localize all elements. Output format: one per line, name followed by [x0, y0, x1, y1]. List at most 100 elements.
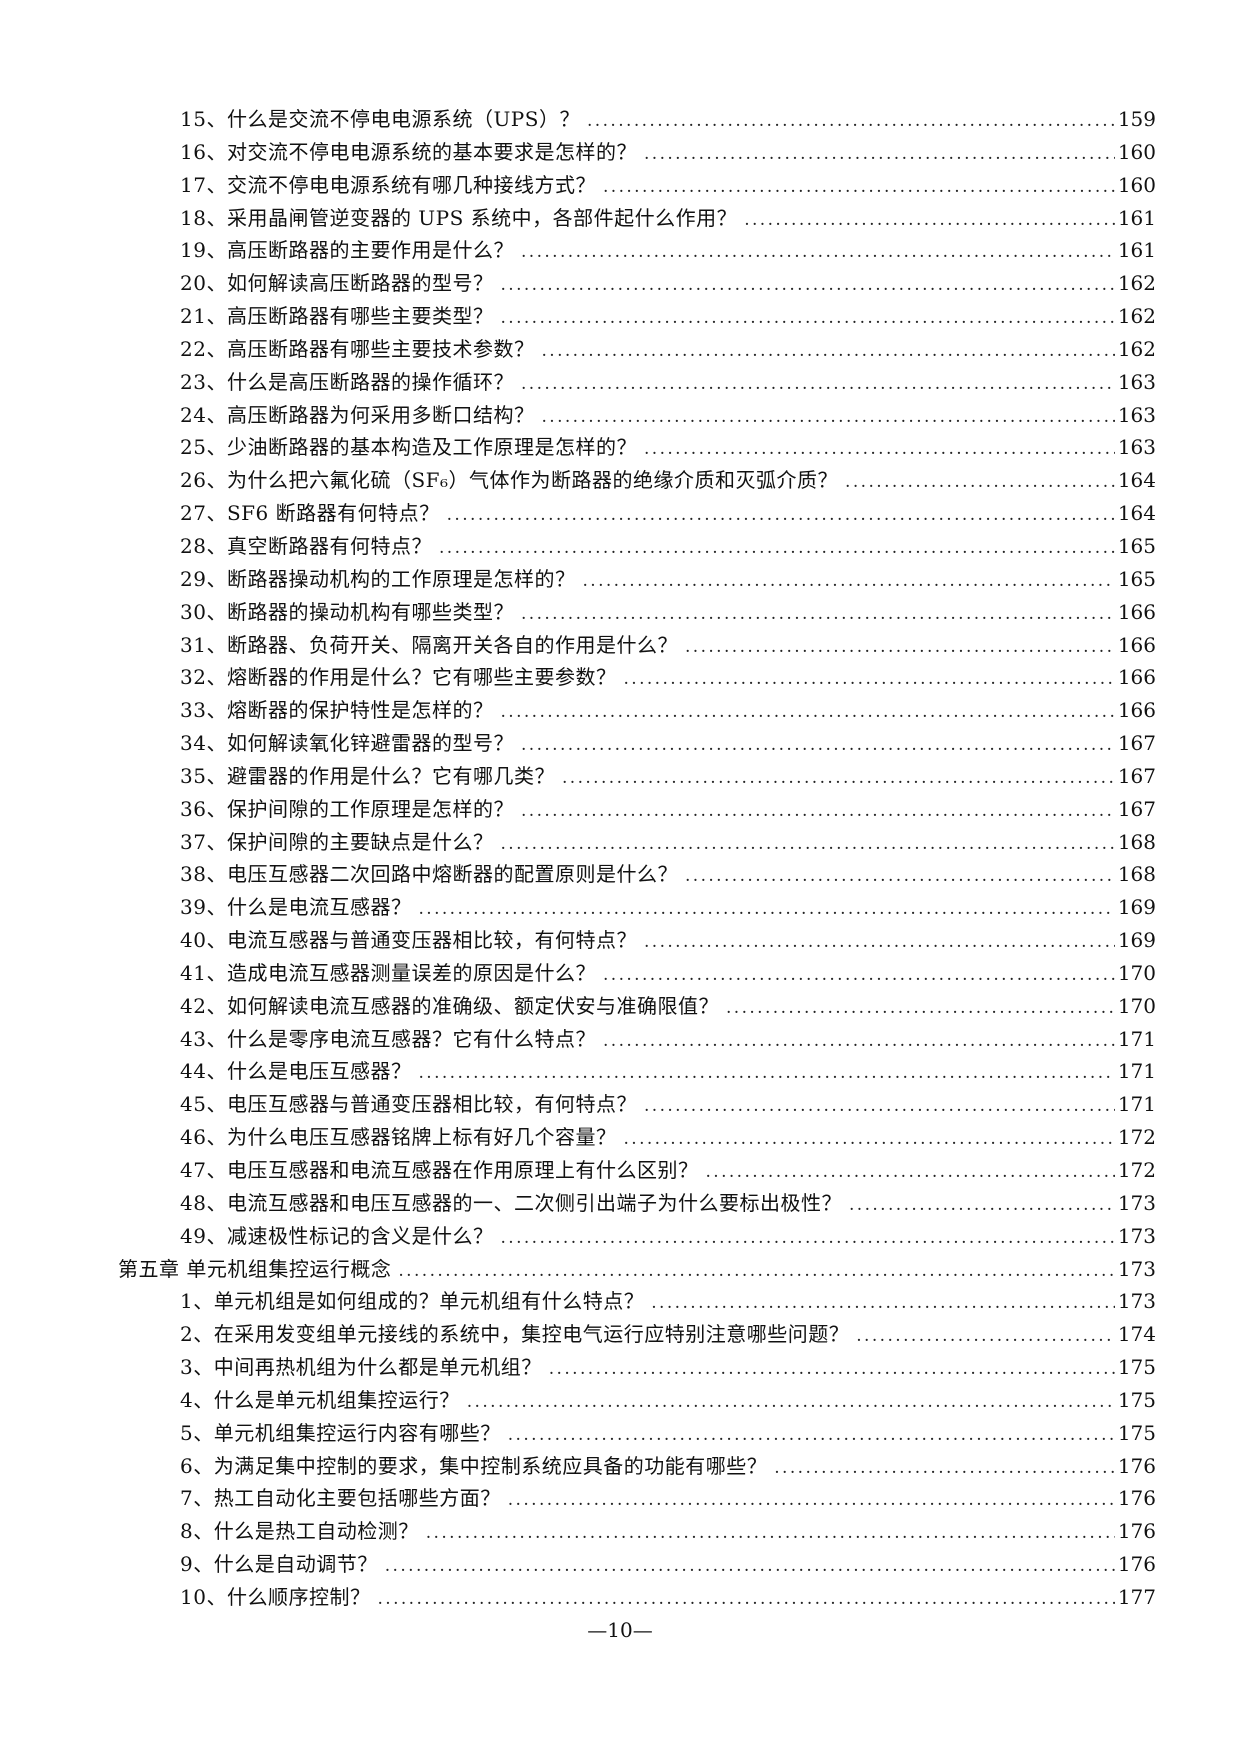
toc-item-row: 5、单元机组集控运行内容有哪些？ 175 — [118, 1417, 1156, 1450]
dot-leader — [616, 1125, 1114, 1149]
toc-entry-label: 第五章 单元机组集控运行概念 — [118, 1256, 392, 1281]
dot-leader — [596, 961, 1115, 985]
toc-entry-page: 173 — [1117, 1256, 1156, 1281]
toc-item-row: 38、电压互感器二次回路中熔断器的配置原则是什么？ 168 — [118, 858, 1156, 891]
toc-item-row: 39、什么是电流互感器？ 169 — [118, 891, 1156, 924]
toc-list: 15、什么是交流不停电电源系统（UPS）？ 159 16、对交流不停电电源系统的… — [118, 103, 1156, 1614]
dot-leader — [698, 1158, 1114, 1182]
toc-item-row: 34、如何解读氧化锌避雷器的型号？ 167 — [118, 727, 1156, 760]
dot-leader — [637, 1092, 1115, 1116]
toc-entry-page: 172 — [1117, 1158, 1156, 1182]
toc-item-row: 41、造成电流互感器测量误差的原因是什么？ 170 — [118, 957, 1156, 990]
toc-entry-label: 15、什么是交流不停电电源系统（UPS）？ — [180, 107, 580, 131]
dot-leader — [637, 928, 1115, 952]
dot-leader — [493, 830, 1114, 854]
dot-leader — [616, 665, 1114, 689]
toc-entry-page: 166 — [1117, 665, 1156, 690]
dot-leader — [460, 1388, 1115, 1412]
toc-entry-label: 24、高压断路器为何采用多断口结构？ — [180, 402, 535, 427]
toc-item-row: 20、如何解读高压断路器的型号？ 162 — [118, 267, 1156, 300]
toc-entry-label: 37、保护间隙的主要缺点是什么？ — [180, 829, 494, 854]
toc-entry-page: 167 — [1117, 763, 1156, 788]
toc-item-row: 9、什么是自动调节？ 176 — [118, 1548, 1156, 1581]
toc-entry-page: 170 — [1117, 993, 1156, 1018]
toc-entry-label: 23、什么是高压断路器的操作循环？ — [180, 369, 514, 394]
dot-leader — [842, 1191, 1115, 1215]
toc-entry-label: 16、对交流不停电电源系统的基本要求是怎样的？ — [180, 139, 637, 164]
toc-entry-label: 31、断路器、负荷开关、隔离开关各自的作用是什么？ — [180, 632, 678, 657]
toc-entry-label: 29、断路器操动机构的工作原理是怎样的？ — [180, 566, 576, 591]
toc-item-row: 47、电压互感器和电流互感器在作用原理上有什么区别？ 172 — [118, 1154, 1156, 1187]
toc-entry-page: 169 — [1117, 895, 1156, 920]
toc-entry-page: 176 — [1117, 1519, 1156, 1544]
toc-entry-page: 167 — [1117, 731, 1156, 756]
toc-entry-label: 45、电压互感器与普通变压器相比较，有何特点？ — [180, 1092, 637, 1117]
dot-leader — [644, 1289, 1115, 1313]
toc-entry-label: 26、为什么把六氟化硫（SF₆）气体作为断路器的绝缘介质和灭弧介质？ — [180, 468, 839, 493]
toc-entry-label: 33、熔断器的保护特性是怎样的？ — [180, 698, 494, 723]
toc-entry-page: 166 — [1117, 599, 1156, 624]
dot-leader — [370, 1585, 1114, 1609]
toc-entry-page: 173 — [1117, 1289, 1156, 1314]
toc-entry-page: 162 — [1117, 271, 1156, 296]
dot-leader — [378, 1552, 1115, 1576]
dot-leader — [534, 337, 1114, 361]
toc-chapter-row: 第五章 单元机组集控运行概念 173 — [118, 1253, 1156, 1286]
toc-item-row: 10、什么顺序控制？ 177 — [118, 1581, 1156, 1614]
toc-entry-page: 171 — [1117, 1092, 1156, 1117]
dot-leader — [596, 1027, 1115, 1051]
dot-leader — [849, 1322, 1115, 1346]
toc-entry-label: 34、如何解读氧化锌避雷器的型号？ — [180, 731, 514, 756]
dot-leader — [580, 107, 1115, 131]
toc-entry-label: 22、高压断路器有哪些主要技术参数？ — [180, 336, 535, 361]
toc-entry-page: 168 — [1117, 862, 1156, 887]
toc-entry-label: 43、什么是零序电流互感器？它有什么特点？ — [180, 1026, 596, 1051]
toc-entry-label: 21、高压断路器有哪些主要类型？ — [180, 304, 494, 329]
toc-entry-page: 163 — [1117, 369, 1156, 394]
dot-leader — [493, 698, 1114, 722]
toc-entry-page: 164 — [1117, 501, 1156, 526]
dot-leader — [514, 797, 1115, 821]
dot-leader — [575, 567, 1114, 591]
page-number: —10— — [587, 1618, 653, 1642]
toc-entry-page: 175 — [1117, 1420, 1156, 1445]
dot-leader — [534, 403, 1114, 427]
dot-leader — [493, 304, 1114, 328]
toc-entry-page: 174 — [1117, 1322, 1156, 1347]
toc-entry-label: 1、单元机组是如何组成的？单元机组有什么特点？ — [180, 1289, 645, 1314]
toc-item-row: 45、电压互感器与普通变压器相比较，有何特点？ 171 — [118, 1088, 1156, 1121]
toc-entry-page: 167 — [1117, 796, 1156, 821]
toc-item-row: 32、熔断器的作用是什么？它有哪些主要参数？ 166 — [118, 661, 1156, 694]
dot-leader — [419, 1519, 1115, 1543]
toc-item-row: 15、什么是交流不停电电源系统（UPS）？ 159 — [118, 103, 1156, 136]
dot-leader — [737, 206, 1115, 230]
toc-entry-label: 36、保护间隙的工作原理是怎样的？ — [180, 796, 514, 821]
toc-item-row: 42、如何解读电流互感器的准确级、额定伏安与准确限值？ 170 — [118, 990, 1156, 1023]
dot-leader — [501, 1486, 1115, 1510]
toc-entry-label: 32、熔断器的作用是什么？它有哪些主要参数？ — [180, 665, 617, 690]
toc-entry-label: 19、高压断路器的主要作用是什么？ — [180, 238, 514, 263]
toc-item-row: 16、对交流不停电电源系统的基本要求是怎样的？ 160 — [118, 136, 1156, 169]
toc-entry-page: 165 — [1117, 566, 1156, 591]
toc-item-row: 18、采用晶闸管逆变器的 UPS 系统中，各部件起什么作用？ 161 — [118, 202, 1156, 235]
toc-item-row: 23、什么是高压断路器的操作循环？ 163 — [118, 366, 1156, 399]
toc-item-row: 36、保护间隙的工作原理是怎样的？ 167 — [118, 793, 1156, 826]
toc-entry-label: 10、什么顺序控制？ — [180, 1584, 371, 1609]
toc-item-row: 24、高压断路器为何采用多断口结构？ 163 — [118, 399, 1156, 432]
toc-item-row: 35、避雷器的作用是什么？它有哪几类？ 167 — [118, 760, 1156, 793]
toc-entry-page: 177 — [1117, 1584, 1156, 1609]
toc-item-row: 22、高压断路器有哪些主要技术参数？ 162 — [118, 333, 1156, 366]
toc-item-row: 8、什么是热工自动检测？ 176 — [118, 1515, 1156, 1548]
toc-item-row: 27、SF6 断路器有何特点？ 164 — [118, 497, 1156, 530]
toc-entry-label: 39、什么是电流互感器？ — [180, 895, 412, 920]
toc-entry-label: 42、如何解读电流互感器的准确级、额定伏安与准确限值？ — [180, 993, 719, 1018]
toc-entry-page: 161 — [1117, 238, 1156, 263]
toc-entry-page: 175 — [1117, 1387, 1156, 1412]
toc-item-row: 1、单元机组是如何组成的？单元机组有什么特点？ 173 — [118, 1285, 1156, 1318]
toc-entry-page: 170 — [1117, 960, 1156, 985]
toc-item-row: 48、电流互感器和电压互感器的一、二次侧引出端子为什么要标出极性？ 173 — [118, 1187, 1156, 1220]
toc-entry-label: 28、真空断路器有何特点？ — [180, 533, 432, 558]
toc-entry-label: 48、电流互感器和电压互感器的一、二次侧引出端子为什么要标出极性？ — [180, 1190, 842, 1215]
toc-item-row: 6、为满足集中控制的要求，集中控制系统应具备的功能有哪些？ 176 — [118, 1450, 1156, 1483]
